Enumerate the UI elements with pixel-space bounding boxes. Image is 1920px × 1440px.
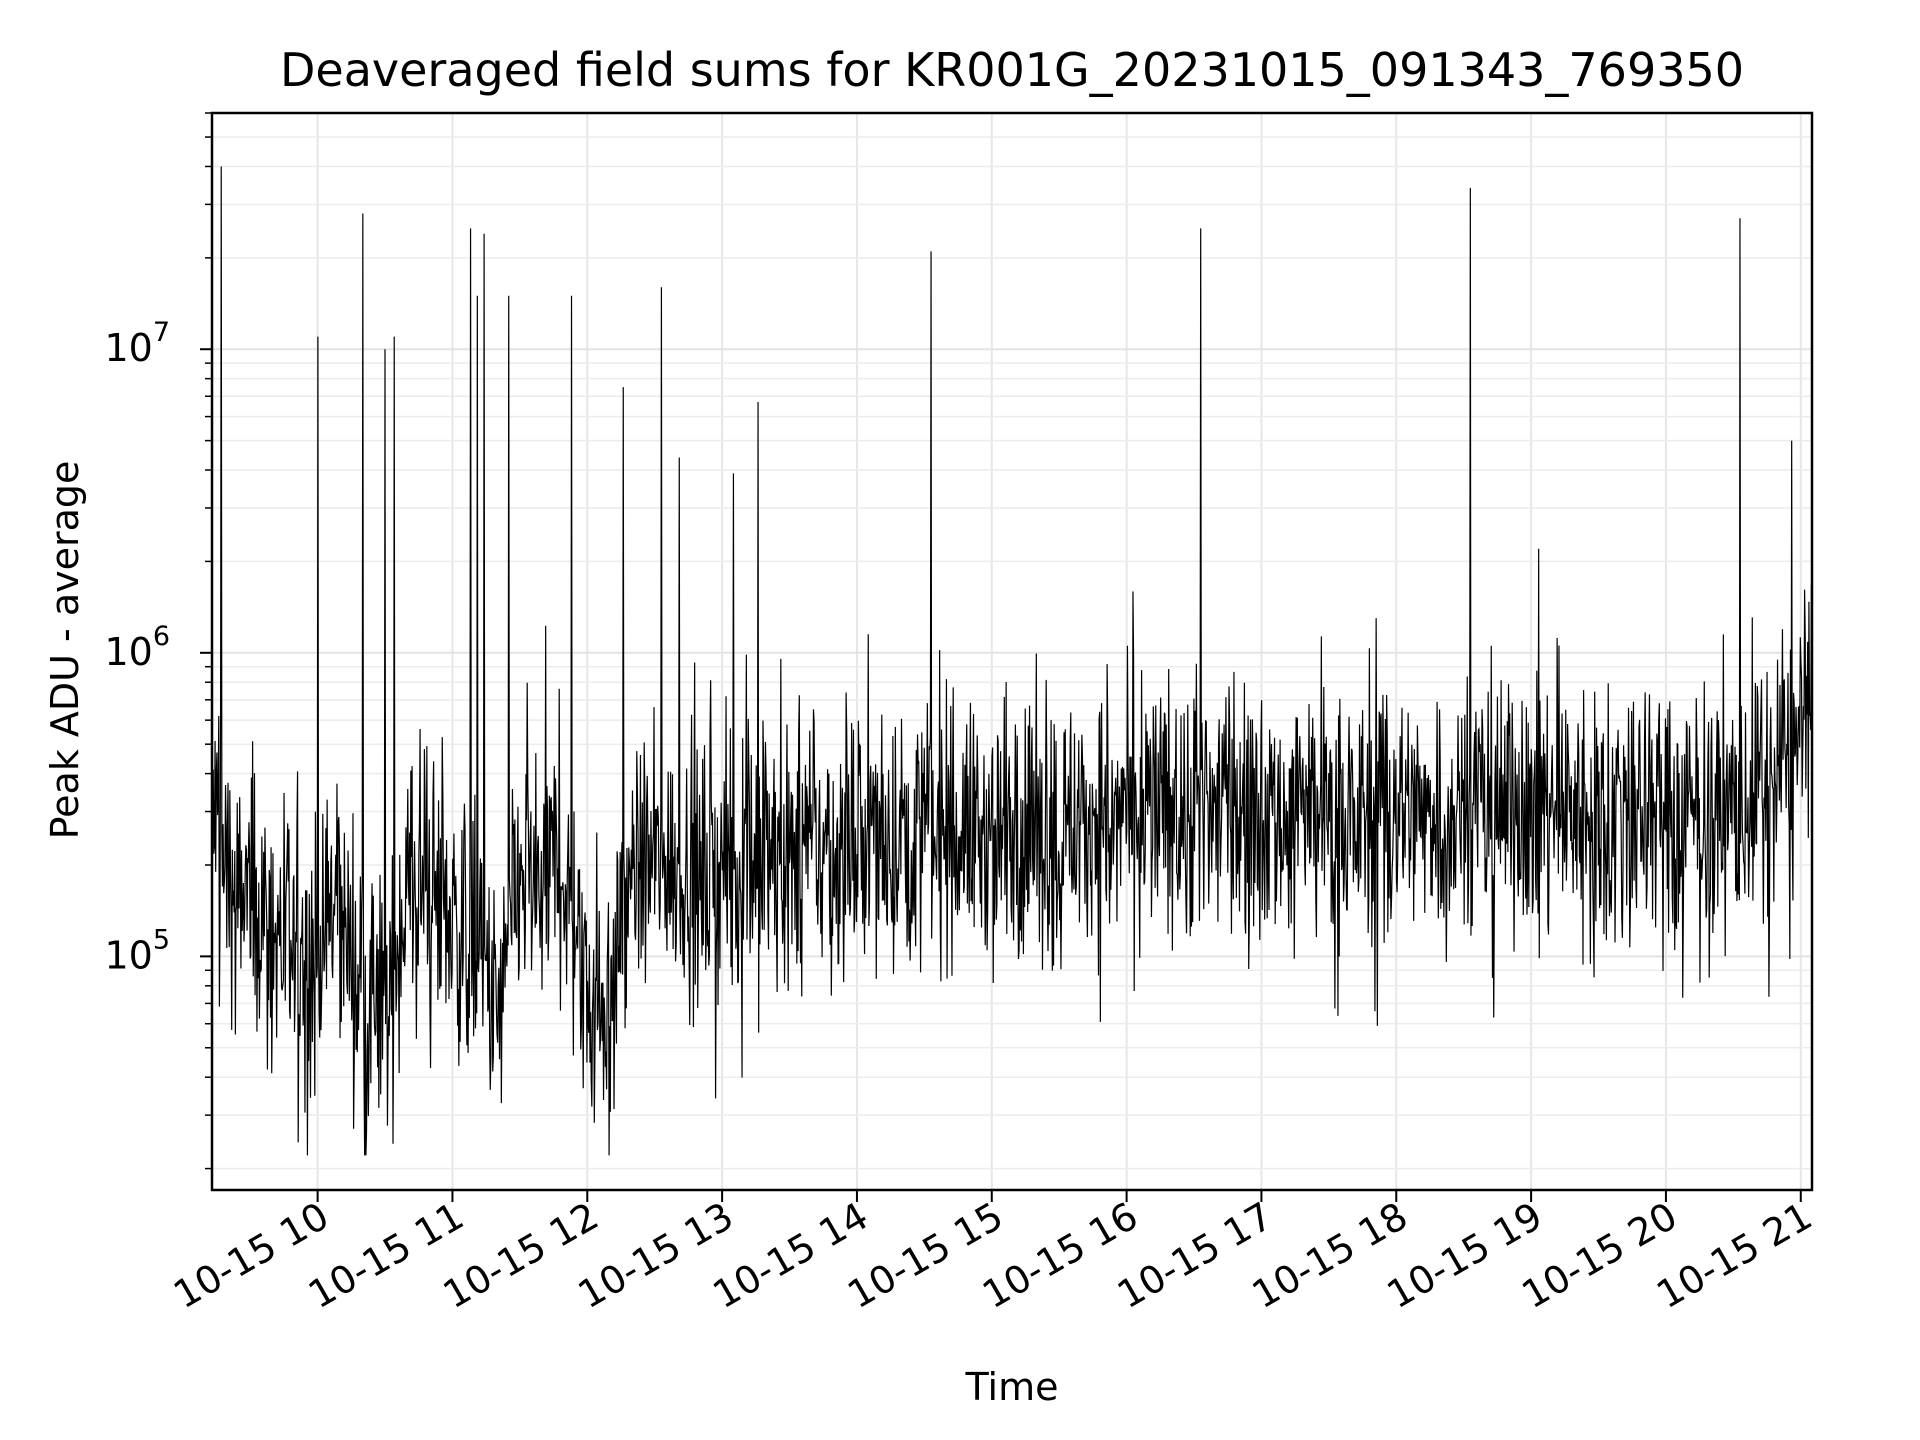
- y-tick-exponent: 5: [153, 924, 170, 955]
- x-tick-label: 10-15 13: [571, 1194, 741, 1318]
- plot-area: [211, 166, 1813, 1156]
- x-tick-label: 10-15 20: [1514, 1194, 1684, 1318]
- x-tick-label: 10-15 11: [301, 1194, 471, 1318]
- x-tick-label: 10-15 14: [705, 1194, 875, 1318]
- y-tick-base: 10: [104, 326, 152, 370]
- y-tick-exponent: 7: [153, 317, 170, 348]
- y-tick-label: 106: [104, 621, 170, 674]
- series-line: [211, 166, 1813, 1156]
- x-tick-label: 10-15 15: [840, 1194, 1010, 1318]
- x-tick-label: 10-15 16: [975, 1194, 1145, 1318]
- y-tick-label: 107: [104, 317, 170, 370]
- x-tick-label: 10-15 10: [166, 1194, 336, 1318]
- y-tick-label: 105: [104, 924, 170, 977]
- x-axis-label: Time: [965, 1365, 1059, 1409]
- chart-title: Deaveraged field sums for KR001G_2023101…: [280, 43, 1744, 97]
- y-tick-exponent: 6: [153, 621, 170, 652]
- plot-frame: [210, 111, 1814, 1192]
- x-tick-label: 10-15 12: [436, 1194, 606, 1318]
- y-tick-base: 10: [104, 630, 152, 674]
- x-tick-label: 10-15 18: [1245, 1194, 1415, 1318]
- x-tick-label: 10-15 21: [1649, 1194, 1819, 1318]
- grid: [212, 112, 1812, 1190]
- y-tick-base: 10: [104, 933, 152, 977]
- x-tick-label: 10-15 17: [1110, 1194, 1280, 1318]
- x-tick-label: 10-15 19: [1380, 1194, 1550, 1318]
- y-axis-label: Peak ADU - average: [43, 461, 87, 840]
